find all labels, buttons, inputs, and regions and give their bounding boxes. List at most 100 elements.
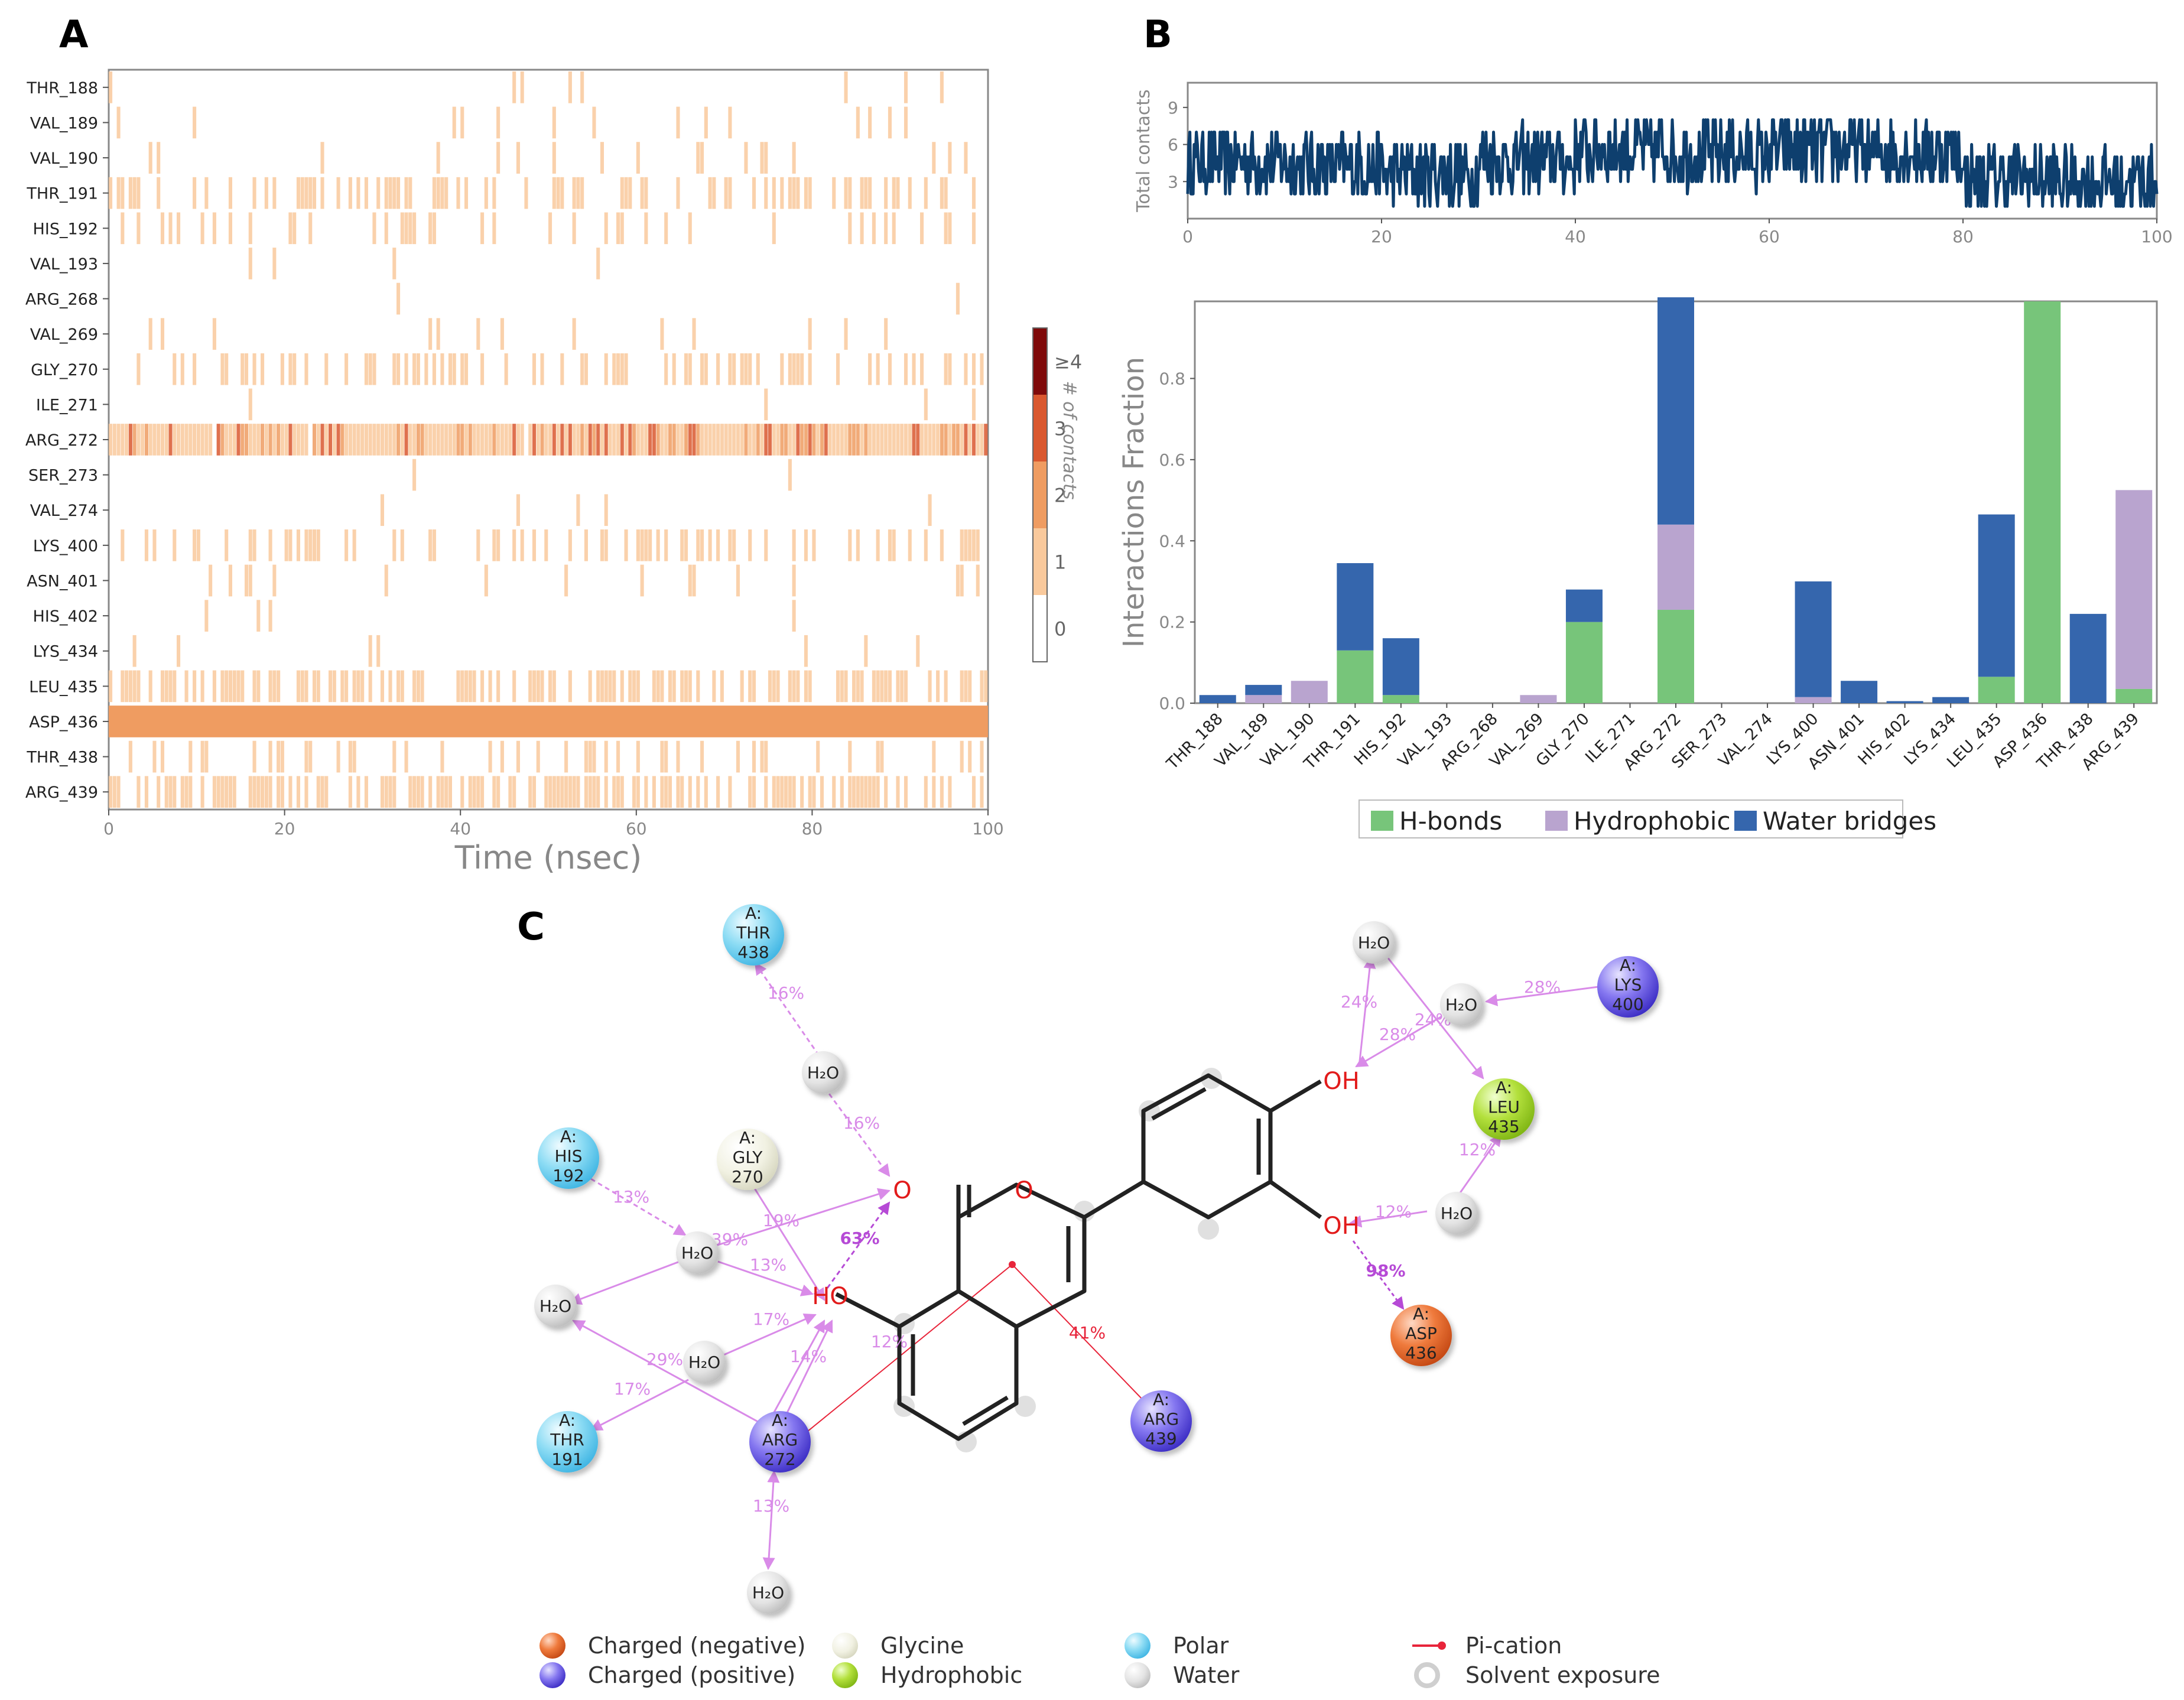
heatmap-cell: [116, 776, 121, 808]
bar-h-bonds-arg_439: [2115, 688, 2153, 703]
heatmap-cell: [688, 776, 692, 808]
colorbar-tick-label: 0: [1054, 618, 1066, 641]
heatmap-cell: [696, 529, 700, 561]
heatmap-cell: [444, 776, 448, 808]
svg-text:A:: A:: [1620, 955, 1636, 975]
svg-text:435: 435: [1488, 1117, 1519, 1136]
heatmap-cell: [552, 177, 556, 209]
heatmap-cell: [968, 740, 972, 773]
heatmap-cell: [636, 740, 640, 773]
atom-labels: O O HO OH OH: [812, 1068, 1360, 1310]
heatmap-cell: [848, 529, 852, 561]
heatmap-cell: [232, 670, 236, 703]
heatmap-cell: [560, 353, 564, 385]
heatmap-cell: [824, 424, 828, 456]
heatmap-cell: [568, 776, 572, 808]
svg-text:LYS: LYS: [1614, 975, 1642, 994]
heatmap-cell: [452, 424, 456, 456]
heatmap-cell: [772, 670, 776, 703]
heatmap-cell: [912, 353, 916, 385]
heatmap-cell: [572, 318, 576, 350]
heatmap-cell: [496, 529, 500, 561]
heatmap-cell: [888, 106, 892, 139]
heatmap-cell: [680, 776, 684, 808]
ligand-skeleton: [835, 1068, 1322, 1452]
heatmap-cell: [284, 529, 288, 561]
line-water-thr191: [590, 1379, 689, 1431]
heatmap-row-label: ARG_439: [25, 784, 98, 802]
heatmap-cell: [548, 670, 552, 703]
heatmap-cell: [944, 424, 948, 456]
heatmap-cell: [752, 177, 756, 209]
heatmap-cell: [121, 529, 125, 561]
heatmap-cell: [940, 177, 944, 209]
heatmap-row-lys_434: [132, 635, 920, 667]
heatmap-cell: [320, 424, 324, 456]
heatmap-cell: [109, 706, 988, 737]
heatmap-cell: [261, 353, 265, 385]
heatmap-cell: [896, 776, 900, 808]
heatmap-cell: [392, 776, 396, 808]
heatmap-cell: [884, 776, 888, 808]
heatmap-cell: [904, 670, 908, 703]
heatmap-row-label: ARG_272: [25, 431, 98, 450]
heatmap-cell: [696, 776, 700, 808]
heatmap-cell: [404, 177, 408, 209]
heatmap-cell: [336, 177, 340, 209]
heatmap-cell: [660, 318, 664, 350]
legend-hydrophobic: Hydrophobic: [832, 1662, 1022, 1688]
bar-water-bridges-thr_191: [1337, 563, 1374, 651]
atom-ring-o: O: [1015, 1177, 1033, 1204]
heatmap-cell: [520, 424, 524, 456]
heatmap-cell: [908, 529, 912, 561]
heatmap-cell: [300, 424, 304, 456]
heatmap-cell: [240, 670, 245, 703]
heatmap-cell: [904, 776, 908, 808]
heatmap-cell: [856, 106, 860, 139]
heatmap-cell: [432, 353, 436, 385]
heatmap-cell: [848, 177, 852, 209]
heatmap-cell: [544, 529, 548, 561]
heatmap-cell: [500, 318, 504, 350]
heatmap-cell: [932, 424, 936, 456]
heatmap-cell: [480, 212, 485, 245]
heatmap-cell: [336, 424, 340, 456]
heatmap-cell: [928, 424, 932, 456]
heatmap-cell: [420, 776, 424, 808]
svg-text:ARG: ARG: [1143, 1409, 1179, 1429]
heatmap-cell: [173, 353, 177, 385]
heatmap-cell: [636, 424, 640, 456]
heatmap-cell: [512, 776, 516, 808]
heatmap-cell: [760, 740, 764, 773]
heatmap-cell: [240, 353, 245, 385]
heatmap-cell: [324, 353, 329, 385]
heatmap-cell: [396, 177, 401, 209]
heatmap-cell: [956, 424, 960, 456]
heatmap-cell: [372, 353, 376, 385]
heatmap-cell: [716, 529, 720, 561]
heatmap-cell: [628, 670, 632, 703]
trace-ytick-label: 6: [1168, 135, 1178, 155]
heatmap-cell: [528, 776, 532, 808]
heatmap-cell: [412, 353, 417, 385]
heatmap-cell: [121, 177, 125, 209]
bar-series: [1199, 297, 2153, 703]
line-water-o-2: [711, 1188, 891, 1248]
pct-gly270: 19%: [763, 1211, 800, 1230]
heatmap-cell: [936, 424, 940, 456]
heatmap-cell: [268, 670, 272, 703]
heatmap-cell: [828, 424, 832, 456]
heatmap-cell: [780, 177, 784, 209]
heatmap-cell: [193, 670, 197, 703]
svg-text:A:: A:: [739, 1128, 756, 1148]
heatmap-cell: [356, 776, 360, 808]
heatmap-cell: [216, 424, 220, 456]
heatmap-cell: [460, 424, 464, 456]
heatmap-cell: [432, 212, 436, 245]
heatmap-cell: [388, 424, 392, 456]
heatmap-cell: [652, 424, 656, 456]
svg-text:436: 436: [1405, 1343, 1436, 1363]
heatmap-cell: [964, 142, 968, 174]
svg-text:H₂O: H₂O: [752, 1583, 784, 1603]
svg-text:H₂O: H₂O: [540, 1296, 571, 1316]
